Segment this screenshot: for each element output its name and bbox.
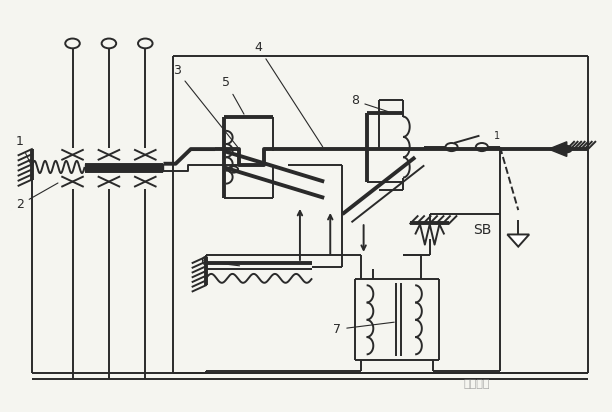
Text: 6: 6 — [200, 255, 239, 268]
Bar — [84, 164, 163, 171]
Text: 1: 1 — [494, 131, 500, 141]
Text: 4: 4 — [255, 41, 323, 147]
Text: 5: 5 — [222, 76, 244, 114]
Polygon shape — [507, 234, 529, 247]
Text: 1: 1 — [16, 135, 31, 164]
Polygon shape — [548, 142, 567, 157]
Text: 2: 2 — [16, 183, 58, 211]
Text: 电工之家: 电工之家 — [464, 379, 490, 389]
Text: 7: 7 — [334, 322, 394, 336]
Text: SB: SB — [473, 223, 491, 237]
Circle shape — [562, 146, 572, 152]
Text: 3: 3 — [173, 64, 237, 147]
Text: 8: 8 — [351, 94, 388, 112]
